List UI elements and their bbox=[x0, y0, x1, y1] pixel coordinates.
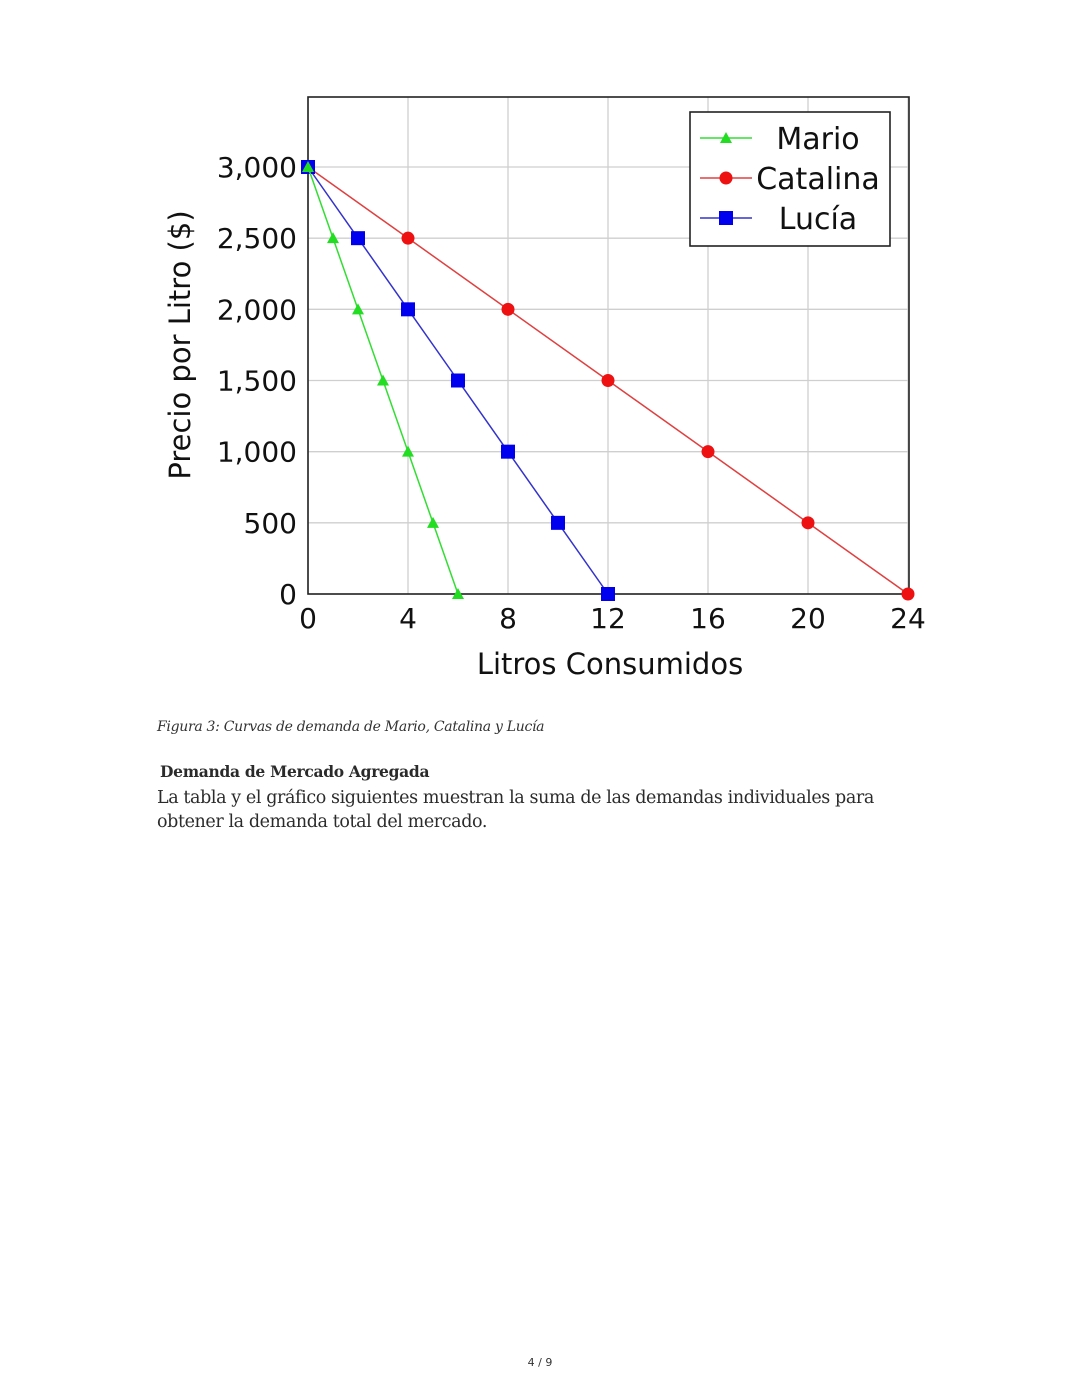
x-tick-label: 4 bbox=[399, 602, 417, 635]
legend-entry: Lucía bbox=[700, 202, 857, 237]
y-tick-label: 2,500 bbox=[217, 222, 297, 255]
y-tick-label: 0 bbox=[279, 578, 297, 611]
chart-legend: Mario Catalina Lucía bbox=[689, 111, 891, 247]
x-axis-ticks: 0 4 8 12 16 20 24 bbox=[299, 602, 926, 635]
x-tick-label: 8 bbox=[499, 602, 517, 635]
section-heading: Demanda de Mercado Agregada bbox=[160, 762, 430, 781]
legend-label: Lucía bbox=[779, 202, 857, 237]
y-axis-label: Precio por Litro ($) bbox=[163, 210, 197, 479]
x-tick-label: 0 bbox=[299, 602, 317, 635]
x-tick-label: 16 bbox=[690, 602, 726, 635]
body-paragraph: La tabla y el gráfico siguientes muestra… bbox=[157, 788, 874, 832]
figure-caption: Figura 3: Curvas de demanda de Mario, Ca… bbox=[157, 719, 545, 735]
legend-entry: Mario bbox=[700, 122, 860, 157]
x-axis-label: Litros Consumidos bbox=[477, 647, 743, 681]
legend-label: Catalina bbox=[756, 162, 880, 197]
y-tick-label: 1,000 bbox=[217, 436, 297, 469]
y-tick-label: 1,500 bbox=[217, 365, 297, 398]
x-tick-label: 24 bbox=[890, 602, 926, 635]
x-tick-label: 12 bbox=[590, 602, 626, 635]
legend-entry: Catalina bbox=[700, 162, 880, 197]
chart-series bbox=[301, 160, 915, 601]
y-tick-label: 3,000 bbox=[217, 151, 297, 184]
y-tick-label: 2,000 bbox=[217, 293, 297, 326]
page-number: 4 / 9 bbox=[527, 1356, 553, 1369]
demand-curves-chart: 0 4 8 12 16 20 24 0 500 1,000 1,500 2,000 2,500 3,00… bbox=[163, 96, 926, 681]
y-tick-label: 500 bbox=[244, 507, 297, 540]
x-tick-label: 20 bbox=[790, 602, 826, 635]
series-mario bbox=[302, 161, 464, 599]
y-axis-ticks: 0 500 1,000 1,500 2,000 2,500 3,000 bbox=[217, 151, 297, 611]
legend-label: Mario bbox=[776, 122, 859, 157]
